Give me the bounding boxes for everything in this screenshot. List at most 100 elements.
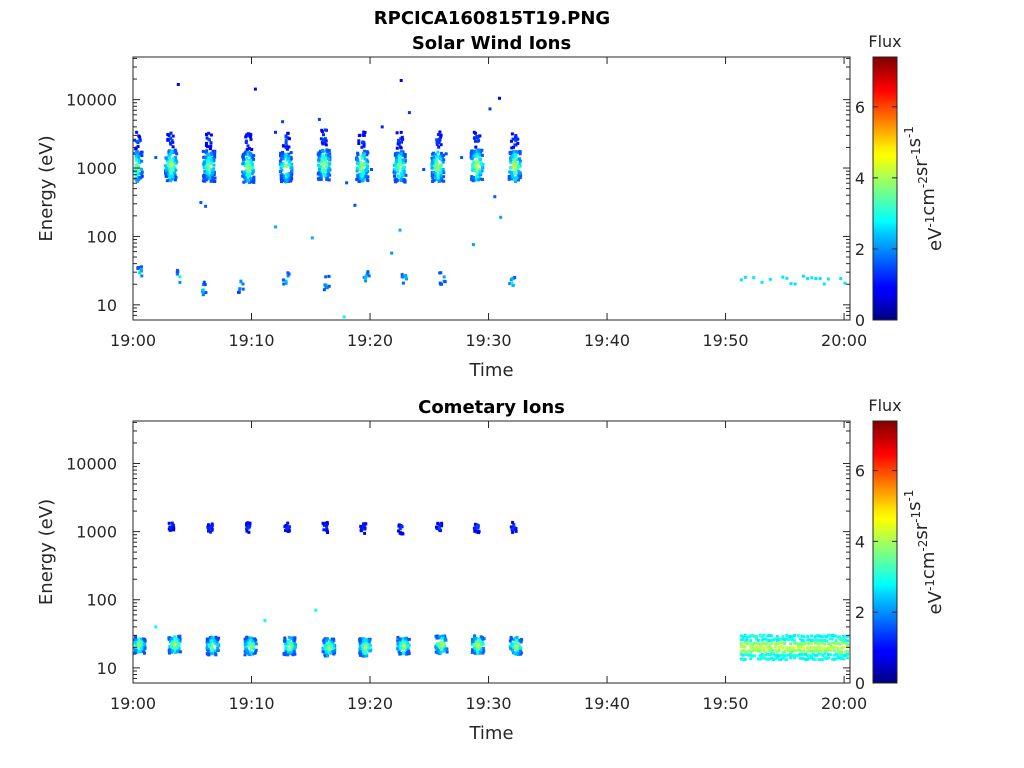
scatter-point <box>204 204 208 208</box>
heatmap-cell <box>400 531 404 535</box>
heatmap-cell <box>238 287 242 291</box>
heatmap-cell <box>756 646 760 650</box>
heatmap-cell <box>407 637 411 641</box>
scatter-point <box>342 315 346 319</box>
heatmap-cell <box>143 646 147 650</box>
heatmap-cell <box>323 639 327 643</box>
heatmap-cell <box>832 634 836 638</box>
heatmap-cell <box>357 177 361 180</box>
heatmap-cell <box>404 637 408 641</box>
heatmap-cell <box>792 641 796 645</box>
units-base: eV <box>925 227 946 251</box>
heatmap-cell <box>243 170 247 174</box>
heatmap-cell <box>248 636 251 640</box>
heatmap-cell <box>208 171 212 174</box>
heatmap-cell <box>743 657 747 661</box>
heatmap-cell <box>361 151 365 155</box>
heatmap-cell <box>827 648 830 652</box>
heatmap-cell <box>356 157 359 161</box>
colorbar-gradient <box>872 420 898 684</box>
heatmap-cell <box>802 646 806 650</box>
scatter-point <box>317 117 321 121</box>
heatmap-cell <box>138 176 142 180</box>
scatter-point <box>323 128 327 132</box>
heatmap-cell <box>832 649 836 653</box>
heatmap-cell <box>802 642 806 646</box>
heatmap-cell <box>741 658 745 661</box>
heatmap-cell <box>325 526 329 530</box>
heatmap-cell <box>438 154 442 158</box>
heatmap-cell <box>168 158 172 162</box>
heatmap-cell <box>789 650 793 654</box>
heatmap-cell <box>510 642 514 646</box>
heatmap-cell <box>753 634 757 638</box>
heatmap-cell <box>438 281 442 285</box>
heatmap-cell <box>330 640 333 644</box>
low-energy-patch <box>175 268 182 284</box>
scatter-point <box>399 79 403 82</box>
heatmap-cell <box>400 169 404 173</box>
heatmap-cell <box>515 641 519 645</box>
heatmap-cell <box>397 529 400 533</box>
colorbar-units: eV-1cm-2sr-1s-1 <box>902 126 946 251</box>
heatmap-cell <box>362 156 366 159</box>
heatmap-cell <box>248 164 252 168</box>
heatmap-cell <box>745 650 749 654</box>
heatmap-cell <box>518 162 522 165</box>
heatmap-cell <box>444 647 448 651</box>
heatmap-cell <box>804 652 808 656</box>
x-tick-label: 19:10 <box>228 331 274 350</box>
heatmap-cell <box>509 158 513 162</box>
heatmap-cell <box>433 161 437 165</box>
heatmap-cell <box>202 160 206 164</box>
heatmap-cell <box>243 637 247 641</box>
heatmap-cell <box>518 645 522 649</box>
heatmap-cell <box>792 634 796 637</box>
heatmap-cell <box>364 279 368 283</box>
heatmap-cell <box>361 153 365 157</box>
heatmap-cell <box>319 137 323 141</box>
heatmap-cell <box>362 172 366 176</box>
heatmap-cell <box>325 528 329 532</box>
heatmap-cell <box>840 657 844 661</box>
heatmap-cell <box>440 178 444 182</box>
heatmap-cell <box>438 635 442 639</box>
ion-blob <box>507 149 523 183</box>
heatmap-cell <box>209 133 213 137</box>
heatmap-cell <box>323 149 327 153</box>
heatmap-cell <box>324 285 328 289</box>
heatmap-cell <box>760 652 764 656</box>
heatmap-cell <box>139 150 143 154</box>
heatmap-cell <box>762 646 766 650</box>
heatmap-cell <box>473 637 477 641</box>
heatmap-cell <box>815 653 819 657</box>
heatmap-cell <box>510 277 514 281</box>
heatmap-cell <box>739 649 743 653</box>
heatmap-cell <box>772 652 775 656</box>
heatmap-cell <box>475 175 479 179</box>
heatmap-cell <box>327 170 331 174</box>
heatmap-cell <box>215 643 219 647</box>
units-base: s <box>904 138 925 147</box>
heatmap-cell <box>770 638 774 642</box>
heatmap-cell <box>207 131 211 135</box>
heatmap-cell <box>245 639 249 643</box>
ion-blob-20ev <box>205 635 221 657</box>
heatmap-cell <box>781 653 785 656</box>
heatmap-cell <box>135 159 139 162</box>
heatmap-cell <box>167 636 171 640</box>
heatmap-cell <box>438 526 441 530</box>
heatmap-cell <box>811 638 815 642</box>
heatmap-cell <box>478 159 482 163</box>
heatmap-cell <box>254 648 258 652</box>
heatmap-cell <box>403 155 407 159</box>
heatmap-cell <box>322 133 325 137</box>
heatmap-cell <box>283 636 287 640</box>
heatmap-cell <box>796 653 800 657</box>
heatmap-cell <box>330 637 334 641</box>
heatmap-cell <box>243 640 247 644</box>
heatmap-cell <box>758 649 762 653</box>
heatmap-cell <box>436 522 440 525</box>
units-exponent: -1 <box>923 579 937 591</box>
heatmap-cell <box>395 152 399 156</box>
